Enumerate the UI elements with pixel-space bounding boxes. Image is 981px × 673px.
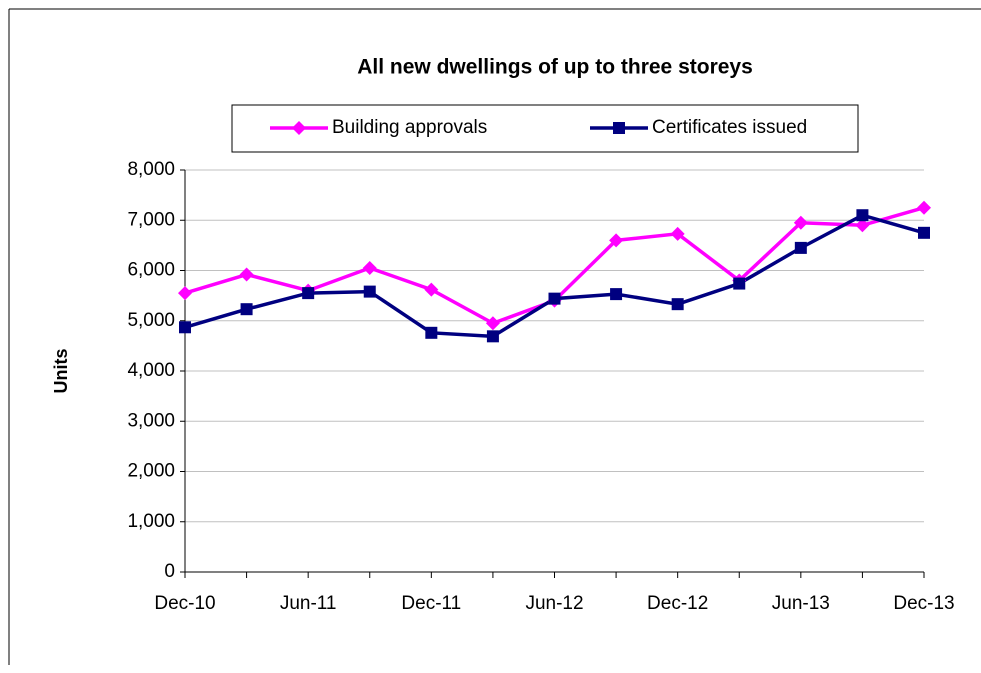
data-point — [362, 260, 377, 275]
data-point — [670, 226, 685, 241]
y-tick-label: 3,000 — [127, 410, 175, 431]
x-tick-label: Dec-10 — [154, 593, 215, 614]
x-tick-label: Dec-11 — [401, 593, 461, 614]
y-tick-label: 6,000 — [127, 260, 175, 281]
legend-box — [231, 104, 859, 153]
legend-marker — [613, 122, 625, 134]
x-tick-label: Jun-11 — [280, 593, 337, 614]
y-axis-label: Units — [51, 349, 71, 394]
x-tick-label: Dec-12 — [647, 593, 708, 614]
series-line — [184, 213, 925, 339]
data-point — [424, 282, 439, 297]
data-point — [239, 267, 254, 282]
data-point — [856, 209, 869, 222]
data-point — [671, 298, 684, 311]
data-point — [548, 292, 561, 305]
x-tick-label: Jun-12 — [525, 593, 583, 614]
x-tick-label: Dec-13 — [893, 593, 954, 614]
y-tick-label: 5,000 — [127, 310, 175, 331]
data-point — [794, 241, 807, 254]
data-point — [609, 233, 624, 248]
y-tick-label: 8,000 — [127, 159, 175, 180]
data-point — [917, 200, 931, 215]
legend-label: Building approvals — [332, 117, 487, 138]
data-point — [179, 321, 191, 334]
y-tick-label: 2,000 — [127, 461, 175, 482]
data-point — [240, 303, 253, 316]
y-tick-label: 7,000 — [127, 209, 175, 230]
data-point — [302, 287, 315, 300]
data-point — [793, 215, 808, 230]
y-tick-label: 0 — [164, 561, 175, 582]
y-tick-label: 1,000 — [127, 511, 175, 532]
data-point — [918, 226, 930, 239]
y-tick-label: 4,000 — [127, 360, 175, 381]
data-point — [855, 218, 870, 233]
data-point — [363, 285, 376, 298]
legend-label: Certificates issued — [652, 117, 807, 138]
x-tick-label: Jun-13 — [772, 593, 830, 614]
data-point — [425, 326, 438, 339]
data-point — [486, 330, 499, 343]
legend-marker — [292, 121, 306, 135]
data-point — [733, 277, 746, 290]
data-point — [485, 316, 500, 331]
data-point — [610, 288, 623, 301]
chart-title: All new dwellings of up to three storeys — [357, 56, 753, 79]
data-point — [178, 286, 192, 301]
